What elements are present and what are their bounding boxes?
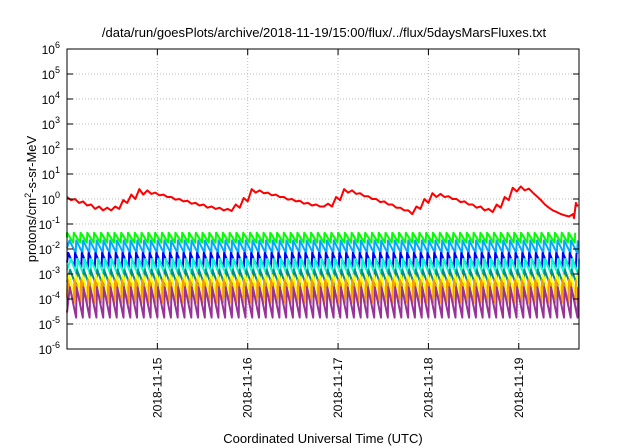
y-axis-label-exponent: 2	[23, 193, 33, 198]
series-line-3	[66, 239, 579, 254]
x-axis-label: Coordinated Universal Time (UTC)	[223, 431, 422, 446]
series-line-2	[66, 231, 577, 244]
y-tick-label: 102	[42, 140, 60, 157]
y-tick-label: 101	[42, 165, 60, 182]
series-line-9	[66, 286, 580, 319]
y-tick-label: 106	[42, 40, 60, 57]
y-tick-label: 10-3	[39, 265, 60, 282]
x-tick-label: 2018-11-17	[331, 357, 345, 418]
y-axis-label: protons/cm2-s-sr-MeV	[23, 135, 39, 262]
y-tick-label: 10-2	[39, 240, 60, 257]
y-tick-label: 10-6	[39, 340, 60, 357]
y-axis-label-unit: protons/cm	[24, 198, 39, 262]
y-tick-label: 10-4	[39, 290, 60, 307]
x-tick-label: 2018-11-16	[241, 357, 255, 418]
x-tick-label: 2018-11-19	[512, 357, 526, 418]
y-tick-label: 104	[42, 90, 60, 107]
y-tick-label: 105	[42, 65, 60, 82]
y-tick-label: 100	[42, 190, 60, 207]
y-axis-label-rest: -s-sr-MeV	[24, 135, 39, 192]
series-group	[66, 185, 580, 319]
series-line-1	[66, 185, 579, 220]
x-tick-label: 2018-11-18	[421, 357, 435, 418]
chart-title: /data/run/goesPlots/archive/2018-11-19/1…	[102, 25, 547, 40]
x-axis: 2018-11-15 2018-11-16 2018-11-17 2018-11-18…	[150, 49, 526, 418]
y-tick-label: 103	[42, 115, 60, 132]
y-axis: 10-6 10-5 10-4 10-3 10-2 10-1 100 101 102 103 104 1…	[39, 40, 579, 357]
y-tick-label: 10-5	[39, 315, 60, 332]
x-tick-label: 2018-11-15	[150, 357, 164, 418]
y-tick-label: 10-1	[39, 215, 60, 232]
